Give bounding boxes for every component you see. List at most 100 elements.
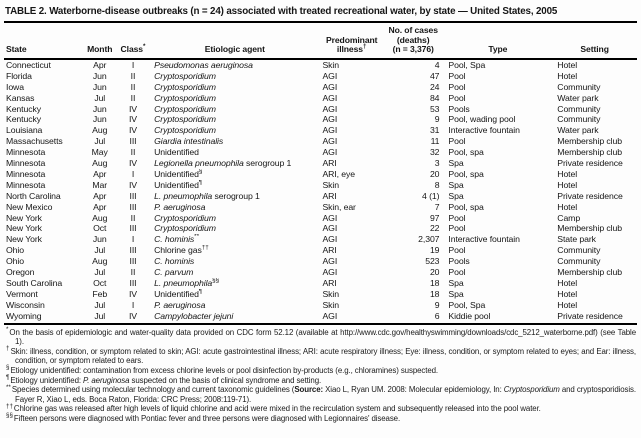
cell-agent: Unidentified§ (154, 168, 203, 179)
column-header-illness: Predominant illness† (320, 23, 383, 60)
footnote-marker: †† (6, 402, 13, 410)
footnote-italic: P. aeruginosa (83, 375, 130, 385)
cell-agent: Unidentified (154, 147, 199, 158)
cell-cases: 53 (429, 103, 440, 114)
cell-state: Vermont (6, 288, 38, 299)
cell-illness: AGI (322, 223, 338, 234)
cell-cases: 31 (429, 125, 440, 136)
footnote-italic: Cryptosporidium (503, 385, 560, 395)
cell-cls: III (129, 256, 137, 267)
cell-setting: Private residence (557, 190, 623, 201)
cell-type: Pools (448, 256, 470, 267)
cell-month: Aug (92, 158, 108, 169)
cell-type: Pool (448, 212, 466, 223)
table-row: New York Oct III Cryptosporidium AGI 22 Pool Me… (4, 223, 637, 234)
agent-italic: C. hominis (154, 234, 195, 245)
cell-agent: Cryptosporidium (149, 82, 320, 93)
cell-state: South Carolina (6, 278, 63, 288)
table-row: Florida Jun II Cryptosporidium AGI 47 Pool Hote… (4, 71, 637, 82)
cell-cls: IV (128, 288, 137, 299)
cell-cls: II (130, 92, 136, 103)
cell-agent: Cryptosporidium (149, 125, 320, 136)
table-row: Minnesota May II Unidentified AGI 32 Pool, spa… (4, 147, 637, 158)
table-row: Oregon Jul II C. parvum AGI 20 Pool Membership … (4, 267, 637, 278)
cell-cls: IV (116, 310, 150, 325)
footnote-marker: ** (6, 383, 11, 391)
cell-illness: AGI (322, 92, 338, 103)
cell-month: Jun (92, 114, 107, 125)
cell-type: Spa (448, 288, 464, 299)
cell-illness: AGI (322, 103, 338, 114)
cell-setting: Hotel (557, 278, 578, 288)
footnotes: *On the basis of epidemiologic and water… (4, 326, 637, 424)
agent-italic: Cryptosporidium (154, 125, 216, 136)
cell-state: Minnesota (6, 158, 46, 169)
agent-italic: P. aeruginosa (154, 201, 206, 212)
cell-illness: AGI (322, 147, 338, 158)
cell-month: Jul (82, 310, 117, 325)
footnote-marker: † (6, 345, 10, 353)
column-header-type: Type (443, 23, 553, 60)
cell-setting: Membership club (557, 267, 622, 278)
cell-state: Iowa (6, 81, 24, 92)
cell-state: New Mexico (6, 201, 53, 212)
cell-month: Apr (93, 59, 107, 70)
cell-cls: III (129, 245, 137, 256)
outbreaks-table: State Month Class* Etiologic agent Predomina… (4, 23, 637, 325)
cell-state: New York (6, 212, 42, 223)
table-row: Connecticut Apr I Pseudomonas aeruginosa Ski… (4, 59, 637, 71)
cell-type: Interactive fountain (448, 125, 520, 136)
footnote-marker: ¶ (198, 288, 203, 296)
cell-type: Pool, Spa (448, 299, 486, 310)
cell-month: Apr (93, 201, 107, 212)
table-row: Iowa Jun II Cryptosporidium AGI 24 Pool Communi… (4, 82, 637, 93)
cell-agent: Cryptosporidium (149, 71, 320, 82)
cell-type: Pool, Spa (448, 59, 486, 70)
table-row: Louisiana Aug IV Cryptosporidium AGI 31 Intera… (4, 125, 637, 136)
cell-month: Jul (94, 299, 106, 310)
cell-cases: 97 (429, 212, 440, 223)
cell-state: Minnesota (6, 179, 46, 190)
cell-setting: Hotel (557, 299, 578, 310)
cell-cls: I (131, 299, 135, 310)
cell-illness: ARI (322, 245, 337, 256)
footnote-marker: * (142, 43, 146, 51)
table-row: Vermont Feb IV Unidentified¶ Skin 18 Spa Hotel (4, 289, 637, 300)
table-row: South Carolina Oct III L. pneumophila§§ ARI 1… (4, 278, 637, 289)
agent-italic: Cryptosporidium (154, 92, 216, 103)
cell-illness: AGI (322, 70, 338, 81)
cell-cls: I (131, 59, 135, 70)
cell-cls: II (130, 147, 136, 158)
cell-setting: Hotel (557, 59, 578, 70)
cell-cases: 84 (429, 92, 440, 103)
cell-cls: IV (128, 103, 137, 114)
footnote: §§Fifteen persons were diagnosed with Po… (6, 412, 401, 423)
cell-state: Wyoming (4, 310, 83, 325)
cell-state: Wisconsin (6, 299, 45, 310)
cell-state: Massachusetts (6, 136, 63, 147)
footnote-marker: §§ (212, 278, 220, 285)
cell-agent: Unidentified¶ (154, 179, 203, 190)
agent-italic: Pseudomonas aeruginosa (154, 59, 253, 70)
cell-state: Kansas (6, 92, 35, 103)
cell-state: Oregon (6, 267, 35, 278)
column-header-cases: No. of cases (deaths) (n = 3,376) (382, 23, 444, 60)
footnote-marker: ¶ (198, 179, 203, 186)
table-row: North Carolina Apr III L. pneumophila serog… (4, 191, 637, 202)
cell-illness: AGI (322, 256, 338, 267)
cell-cases: 4 (1) (422, 190, 440, 201)
table-row: New York Jun I C. hominis** AGI 2,307 Interact… (4, 234, 637, 245)
footnote-bold: Source: (294, 385, 324, 395)
cell-agent: P. aeruginosa (149, 300, 320, 311)
cell-agent: L. pneumophila serogroup 1 (154, 190, 260, 201)
table-row: Wisconsin Jul I P. aeruginosa Skin 9 Pool, Spa… (4, 300, 637, 311)
cell-cls: II (130, 70, 136, 81)
cell-illness: AGI (322, 81, 338, 92)
cell-cases: 19 (429, 245, 440, 256)
cell-type: Interactive fountain (448, 234, 520, 245)
cell-state: Kentucky (6, 103, 41, 114)
cell-type: Pool, wading pool (448, 114, 516, 125)
table-row: Massachusetts Jul III Giardia intestinalis A… (4, 136, 637, 147)
cell-agent: Cryptosporidium (149, 104, 320, 115)
cell-month: Oct (93, 223, 107, 234)
